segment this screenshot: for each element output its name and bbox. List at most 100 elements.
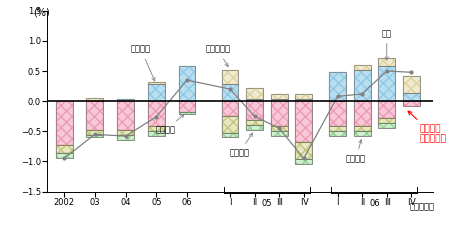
Bar [354, 70, 371, 101]
Bar [354, 65, 371, 70]
Text: サービス: サービス [346, 140, 366, 163]
Text: (%): (%) [33, 8, 50, 18]
Bar [271, 99, 288, 101]
Bar [354, 126, 371, 131]
Bar [221, 101, 239, 116]
Bar [354, 70, 371, 101]
Text: 生鮮商品: 生鮮商品 [131, 45, 155, 81]
Bar [295, 142, 312, 159]
Bar [295, 94, 312, 99]
Bar [246, 125, 263, 130]
Bar [56, 153, 72, 158]
Bar [86, 98, 103, 101]
Bar [246, 120, 263, 125]
Bar [117, 99, 134, 101]
Text: 公共料金: 公共料金 [229, 133, 252, 158]
Bar [86, 130, 103, 135]
Bar [295, 101, 312, 142]
Bar [295, 99, 312, 101]
Bar [179, 101, 195, 112]
Bar [271, 126, 288, 131]
Bar [221, 133, 239, 137]
Text: 06: 06 [369, 199, 380, 208]
Bar [295, 101, 312, 142]
Bar [403, 93, 420, 101]
Bar [329, 72, 346, 101]
Text: 総合: 総合 [382, 29, 392, 60]
Bar [179, 112, 195, 115]
Bar [378, 118, 395, 123]
Bar [295, 159, 312, 164]
Bar [329, 131, 346, 136]
Bar [148, 126, 165, 131]
Bar [221, 116, 239, 133]
Bar [179, 101, 195, 112]
Bar [378, 118, 395, 123]
Bar [221, 84, 239, 101]
Bar [117, 101, 134, 130]
Bar [354, 101, 371, 126]
Bar [86, 101, 103, 130]
Bar [221, 84, 239, 101]
Bar [56, 101, 72, 145]
Bar [56, 101, 72, 145]
Bar [148, 84, 165, 101]
Bar [179, 66, 195, 101]
Bar [148, 82, 165, 84]
Bar [271, 101, 288, 126]
Bar [378, 66, 395, 101]
Bar [117, 99, 134, 101]
Bar [148, 101, 165, 126]
Bar [354, 126, 371, 131]
Bar [271, 131, 288, 136]
Bar [221, 116, 239, 133]
Bar [271, 94, 288, 99]
Bar [329, 72, 346, 101]
Bar [246, 120, 263, 125]
Bar [403, 76, 420, 93]
Bar [295, 142, 312, 159]
Text: 石油関連品: 石油関連品 [205, 45, 230, 67]
Bar [295, 159, 312, 164]
Bar [329, 101, 346, 126]
Bar [179, 66, 195, 101]
Bar [403, 93, 420, 101]
Bar [148, 84, 165, 101]
Bar [295, 99, 312, 101]
Bar [246, 88, 263, 99]
Bar [329, 126, 346, 131]
Bar [117, 130, 134, 135]
Bar [117, 135, 134, 140]
Text: 05: 05 [261, 199, 272, 208]
Bar [148, 82, 165, 84]
Bar [246, 101, 263, 120]
Bar [329, 101, 346, 126]
Bar [403, 101, 420, 106]
Bar [179, 112, 195, 115]
Text: 一般商品
下落幅縮小: 一般商品 下落幅縮小 [408, 111, 446, 144]
Bar [86, 130, 103, 135]
Bar [221, 133, 239, 137]
Bar [378, 58, 395, 66]
Bar [271, 126, 288, 131]
Bar [56, 145, 72, 153]
Bar [354, 65, 371, 70]
Bar [246, 99, 263, 101]
Bar [271, 101, 288, 126]
Bar [354, 131, 371, 136]
Bar [378, 66, 395, 101]
Bar [148, 126, 165, 131]
Bar [86, 98, 103, 101]
Bar [354, 131, 371, 136]
Bar [86, 135, 103, 137]
Bar [329, 131, 346, 136]
Bar [354, 101, 371, 126]
Bar [246, 125, 263, 130]
Bar [378, 123, 395, 128]
Bar [378, 101, 395, 118]
Bar [86, 101, 103, 130]
Bar [117, 135, 134, 140]
Bar [271, 94, 288, 99]
Bar [403, 101, 420, 106]
Bar [246, 101, 263, 120]
